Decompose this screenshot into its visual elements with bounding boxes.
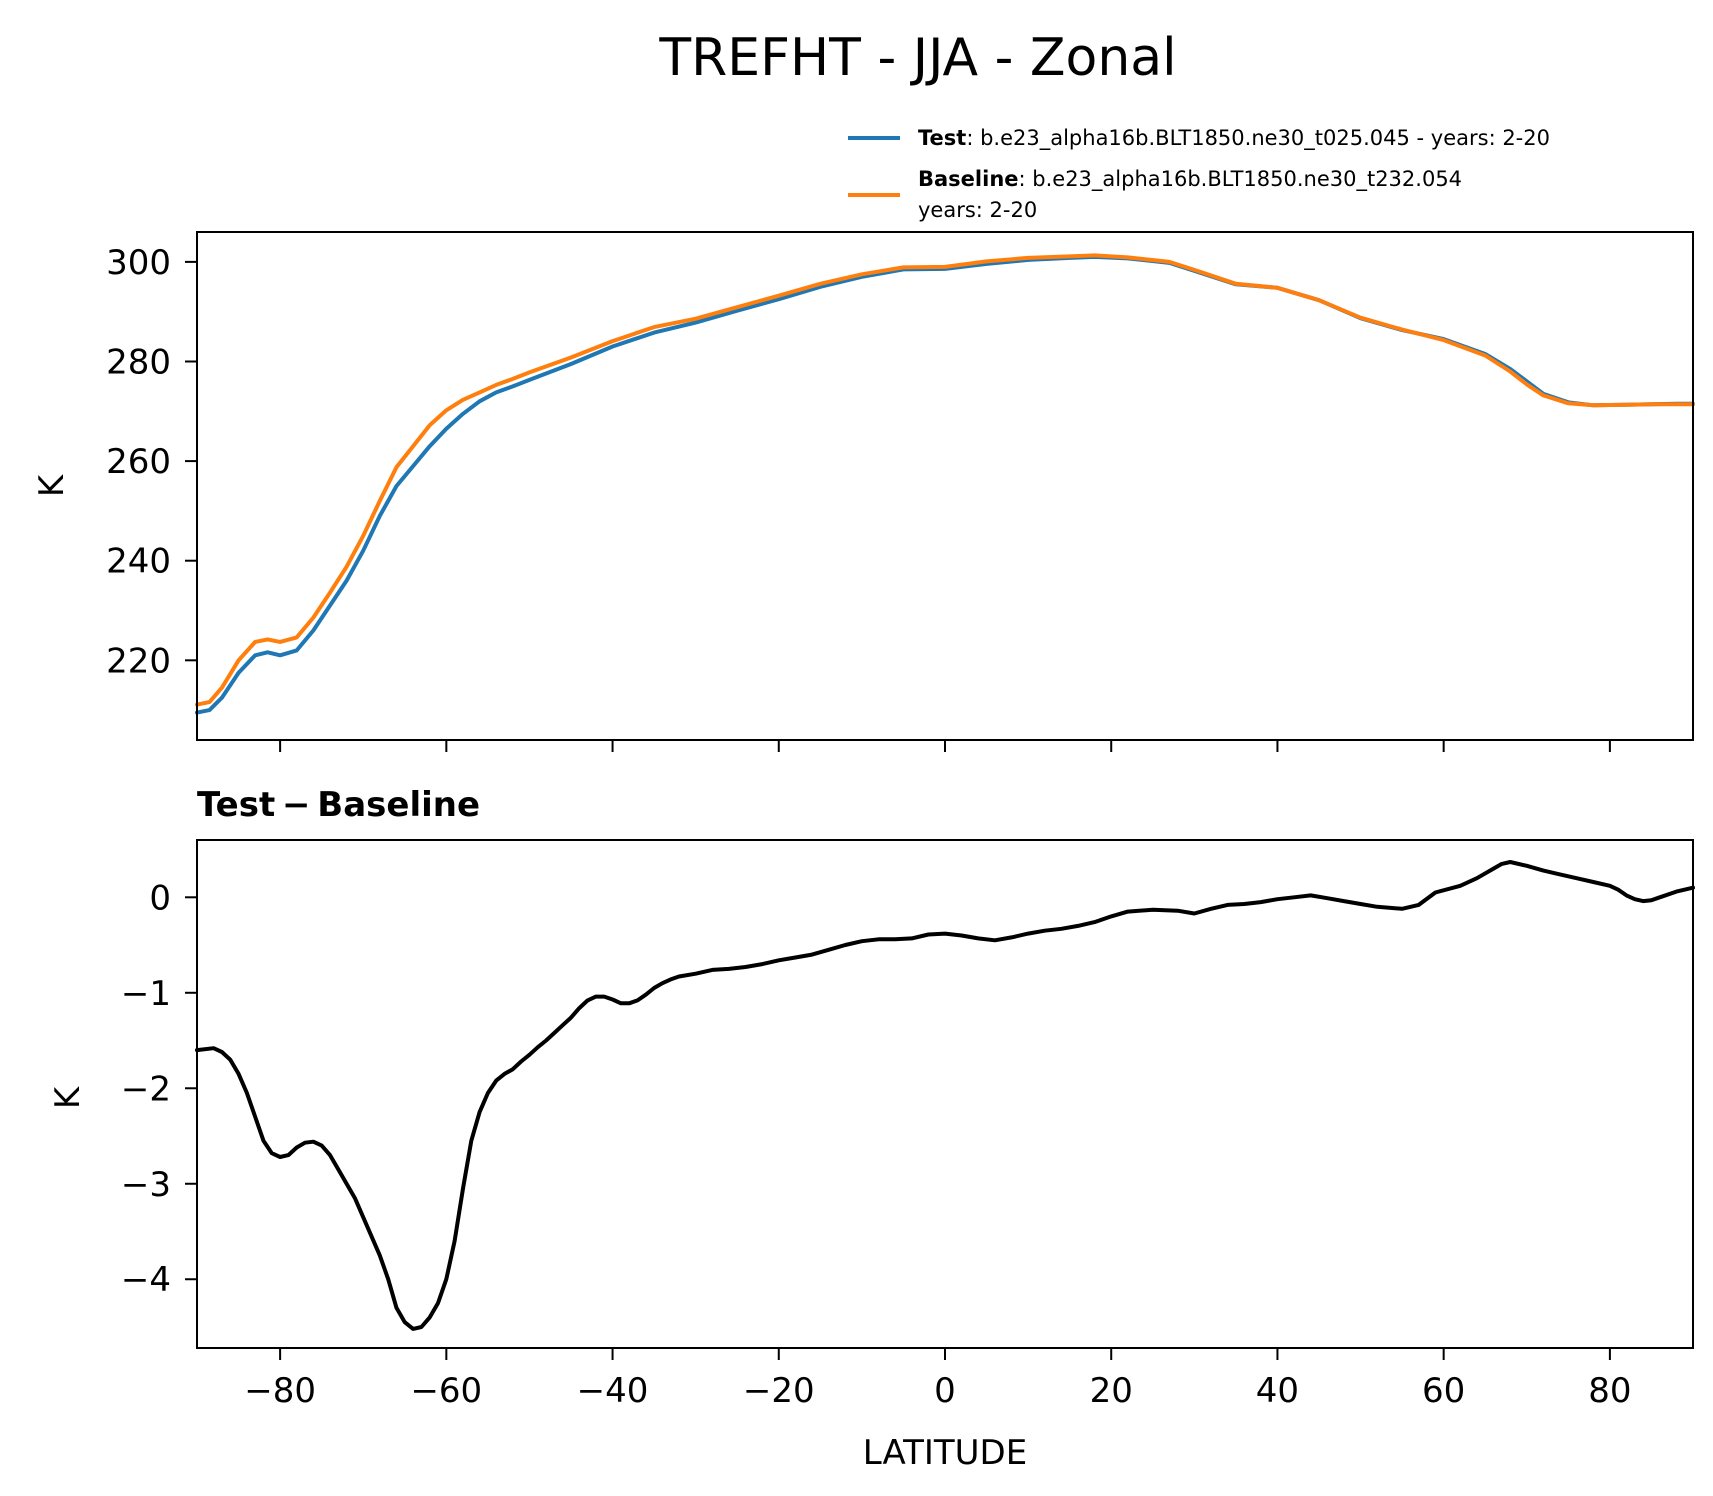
bottom-series-line-difference: [195, 860, 1695, 1331]
bottom-y-axis-label: K: [48, 1085, 88, 1109]
bottom-x-tick-label: 20: [1090, 1371, 1133, 1411]
top-y-tick-label: 280: [106, 342, 171, 382]
top-y-tick-label: 220: [106, 641, 171, 681]
top-y-tick-label: 300: [106, 243, 171, 283]
figure-title: TREFHT - JJA - Zonal: [658, 28, 1176, 88]
bottom-x-tick-label: 60: [1422, 1371, 1465, 1411]
top-y-tick-label: 260: [106, 442, 171, 482]
top-panel: 220 240 260 280 300 K: [32, 231, 1695, 752]
bottom-panel: Test − Baseline −80 −60 −40 −20 0 20 40 60 80−4−…: [48, 785, 1695, 1473]
top-y-axis-label: K: [32, 473, 72, 497]
top-series-line-test: [195, 254, 1695, 715]
top-series-line-baseline: [195, 253, 1695, 707]
bottom-series-layer: [195, 860, 1695, 1331]
top-y-tick-label: 240: [106, 542, 171, 582]
legend: Test: b.e23_alpha16b.BLT1850.ne30_t025.0…: [848, 126, 1550, 222]
legend-name-baseline: Baseline: [918, 167, 1019, 191]
bottom-axis-layer: −80 −60 −40 −20 0 20 40 60 80 −4 −3 −2 −1 0: [121, 878, 1632, 1411]
bottom-x-tick-label: 80: [1588, 1371, 1631, 1411]
bottom-x-tick-label: −20: [743, 1371, 815, 1411]
legend-name-test: Test: [918, 126, 966, 150]
bottom-y-tick-label: 0: [149, 878, 171, 918]
bottom-x-tick-label: −80: [244, 1371, 316, 1411]
legend-desc-baseline-line2: years: 2-20: [918, 198, 1037, 222]
x-axis-label: LATITUDE: [863, 1433, 1027, 1473]
top-plot-frame: [196, 231, 1694, 741]
bottom-y-tick-label: −1: [121, 974, 171, 1014]
bottom-plot-frame: [196, 839, 1694, 1349]
bottom-x-tick-label: −40: [577, 1371, 649, 1411]
top-axis-layer: 220 240 260 280 300: [106, 243, 1611, 752]
legend-entry-test: Test: b.e23_alpha16b.BLT1850.ne30_t025.0…: [918, 126, 1550, 151]
bottom-y-tick-label: −3: [121, 1165, 171, 1205]
bottom-x-tick-label: −60: [410, 1371, 482, 1411]
bottom-y-tick-label: −2: [121, 1069, 171, 1109]
legend-entry-baseline: Baseline: b.e23_alpha16b.BLT1850.ne30_t2…: [918, 167, 1462, 192]
bottom-x-tick-label: 0: [934, 1371, 956, 1411]
difference-title: Test − Baseline: [197, 785, 480, 825]
legend-desc-baseline: : b.e23_alpha16b.BLT1850.ne30_t232.054: [1019, 167, 1463, 192]
top-series-layer: [195, 253, 1695, 715]
bottom-x-tick-label: 40: [1256, 1371, 1299, 1411]
legend-desc-test: : b.e23_alpha16b.BLT1850.ne30_t025.045 -…: [966, 126, 1550, 151]
bottom-y-tick-label: −4: [121, 1260, 171, 1300]
